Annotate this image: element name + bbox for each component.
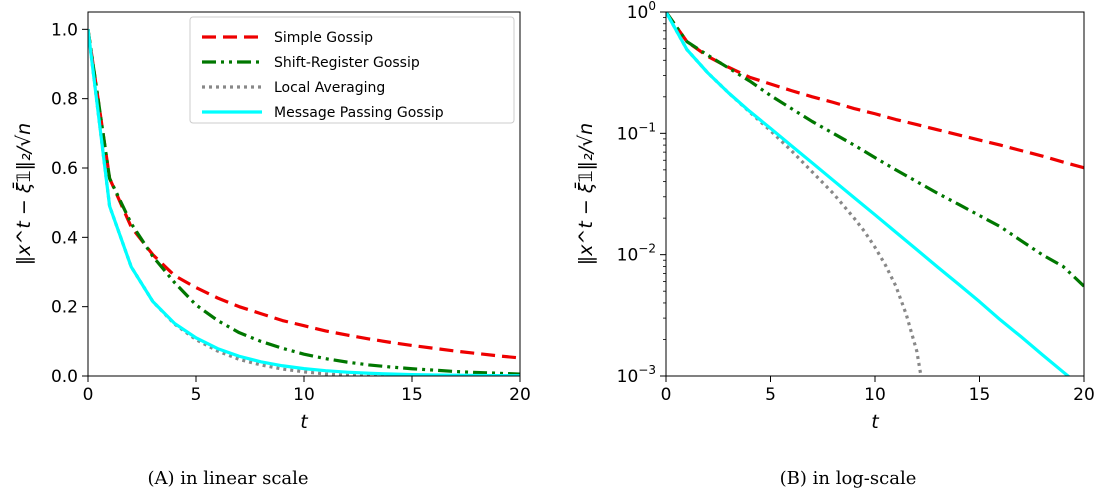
y-tick-label: 1.0	[51, 20, 78, 40]
panel-b-caption: (B) in log-scale	[780, 468, 917, 489]
x-tick-label: 10	[293, 385, 315, 405]
series-line-message-passing-gossip	[88, 29, 520, 376]
panel-a-series	[88, 29, 520, 376]
series-line-message-passing-gossip	[666, 12, 1071, 376]
x-tick-label: 10	[864, 385, 886, 405]
legend-label-message-passing-gossip: Message Passing Gossip	[274, 105, 444, 121]
panel-b-y-ticks: 100 10−1 10−2 10−3	[617, 0, 666, 387]
series-line-simple-gossip	[666, 12, 1084, 170]
legend: Simple Gossip Shift-Register Gossip Local …	[189, 16, 515, 124]
legend-label-simple-gossip: Simple Gossip	[274, 30, 373, 46]
panel-a-x-ticks: 0 5 10 15 20	[83, 376, 531, 405]
x-tick-label: 0	[661, 385, 672, 405]
panel-a-y-axis-label: ‖x^t − ξ̄𝟙‖₂/√n	[11, 123, 35, 265]
x-tick-label: 0	[83, 385, 94, 405]
x-tick-label: 5	[191, 385, 202, 405]
y-tick-label: 0.0	[51, 367, 78, 387]
panel-a-y-ticks: 0.0 0.2 0.4 0.6 0.8 1.0	[51, 20, 88, 387]
x-tick-label: 15	[401, 385, 423, 405]
legend-label-shift-register-gossip: Shift-Register Gossip	[274, 55, 420, 71]
y-tick-label: 0.6	[51, 159, 78, 179]
panel-b-x-ticks: 0 5 10 15 20	[661, 376, 1095, 405]
panel-b-series	[666, 12, 1084, 376]
y-tick-label: 10−1	[617, 120, 656, 144]
panel-a-x-axis-label: t	[300, 411, 309, 433]
series-line-simple-gossip	[88, 29, 520, 360]
panel-a-caption: (A) in linear scale	[147, 468, 308, 489]
y-tick-label: 10−3	[617, 363, 656, 387]
series-line-shift-register-gossip	[666, 12, 1084, 288]
legend-box	[189, 16, 515, 124]
y-tick-label: 0.4	[51, 228, 78, 248]
y-tick-label: 100	[627, 0, 656, 23]
y-tick-label: 0.8	[51, 90, 78, 110]
series-line-shift-register-gossip	[88, 29, 520, 376]
y-tick-label: 0.2	[51, 298, 78, 318]
panel-a-linear: 0 5 10 15 20 0.0 0.2 0.4 0.6 0.8 1.0 t ‖x^t − ξ̄𝟙…	[11, 11, 531, 489]
y-tick-label: 10−2	[617, 242, 656, 266]
x-tick-label: 5	[765, 385, 776, 405]
x-tick-label: 20	[1073, 385, 1095, 405]
x-tick-label: 20	[509, 385, 531, 405]
panel-b-y-axis-label: ‖x^t − ξ̄𝟙‖₂/√n	[573, 123, 597, 265]
panel-b-log: 0 5 10 15 20 100 10−1 10−2 10−3 t ‖x^t − ξ̄𝟙‖₂/…	[573, 0, 1095, 489]
legend-label-local-averaging: Local Averaging	[274, 80, 385, 96]
x-tick-label: 15	[969, 385, 991, 405]
panel-b-x-axis-label: t	[871, 411, 880, 433]
